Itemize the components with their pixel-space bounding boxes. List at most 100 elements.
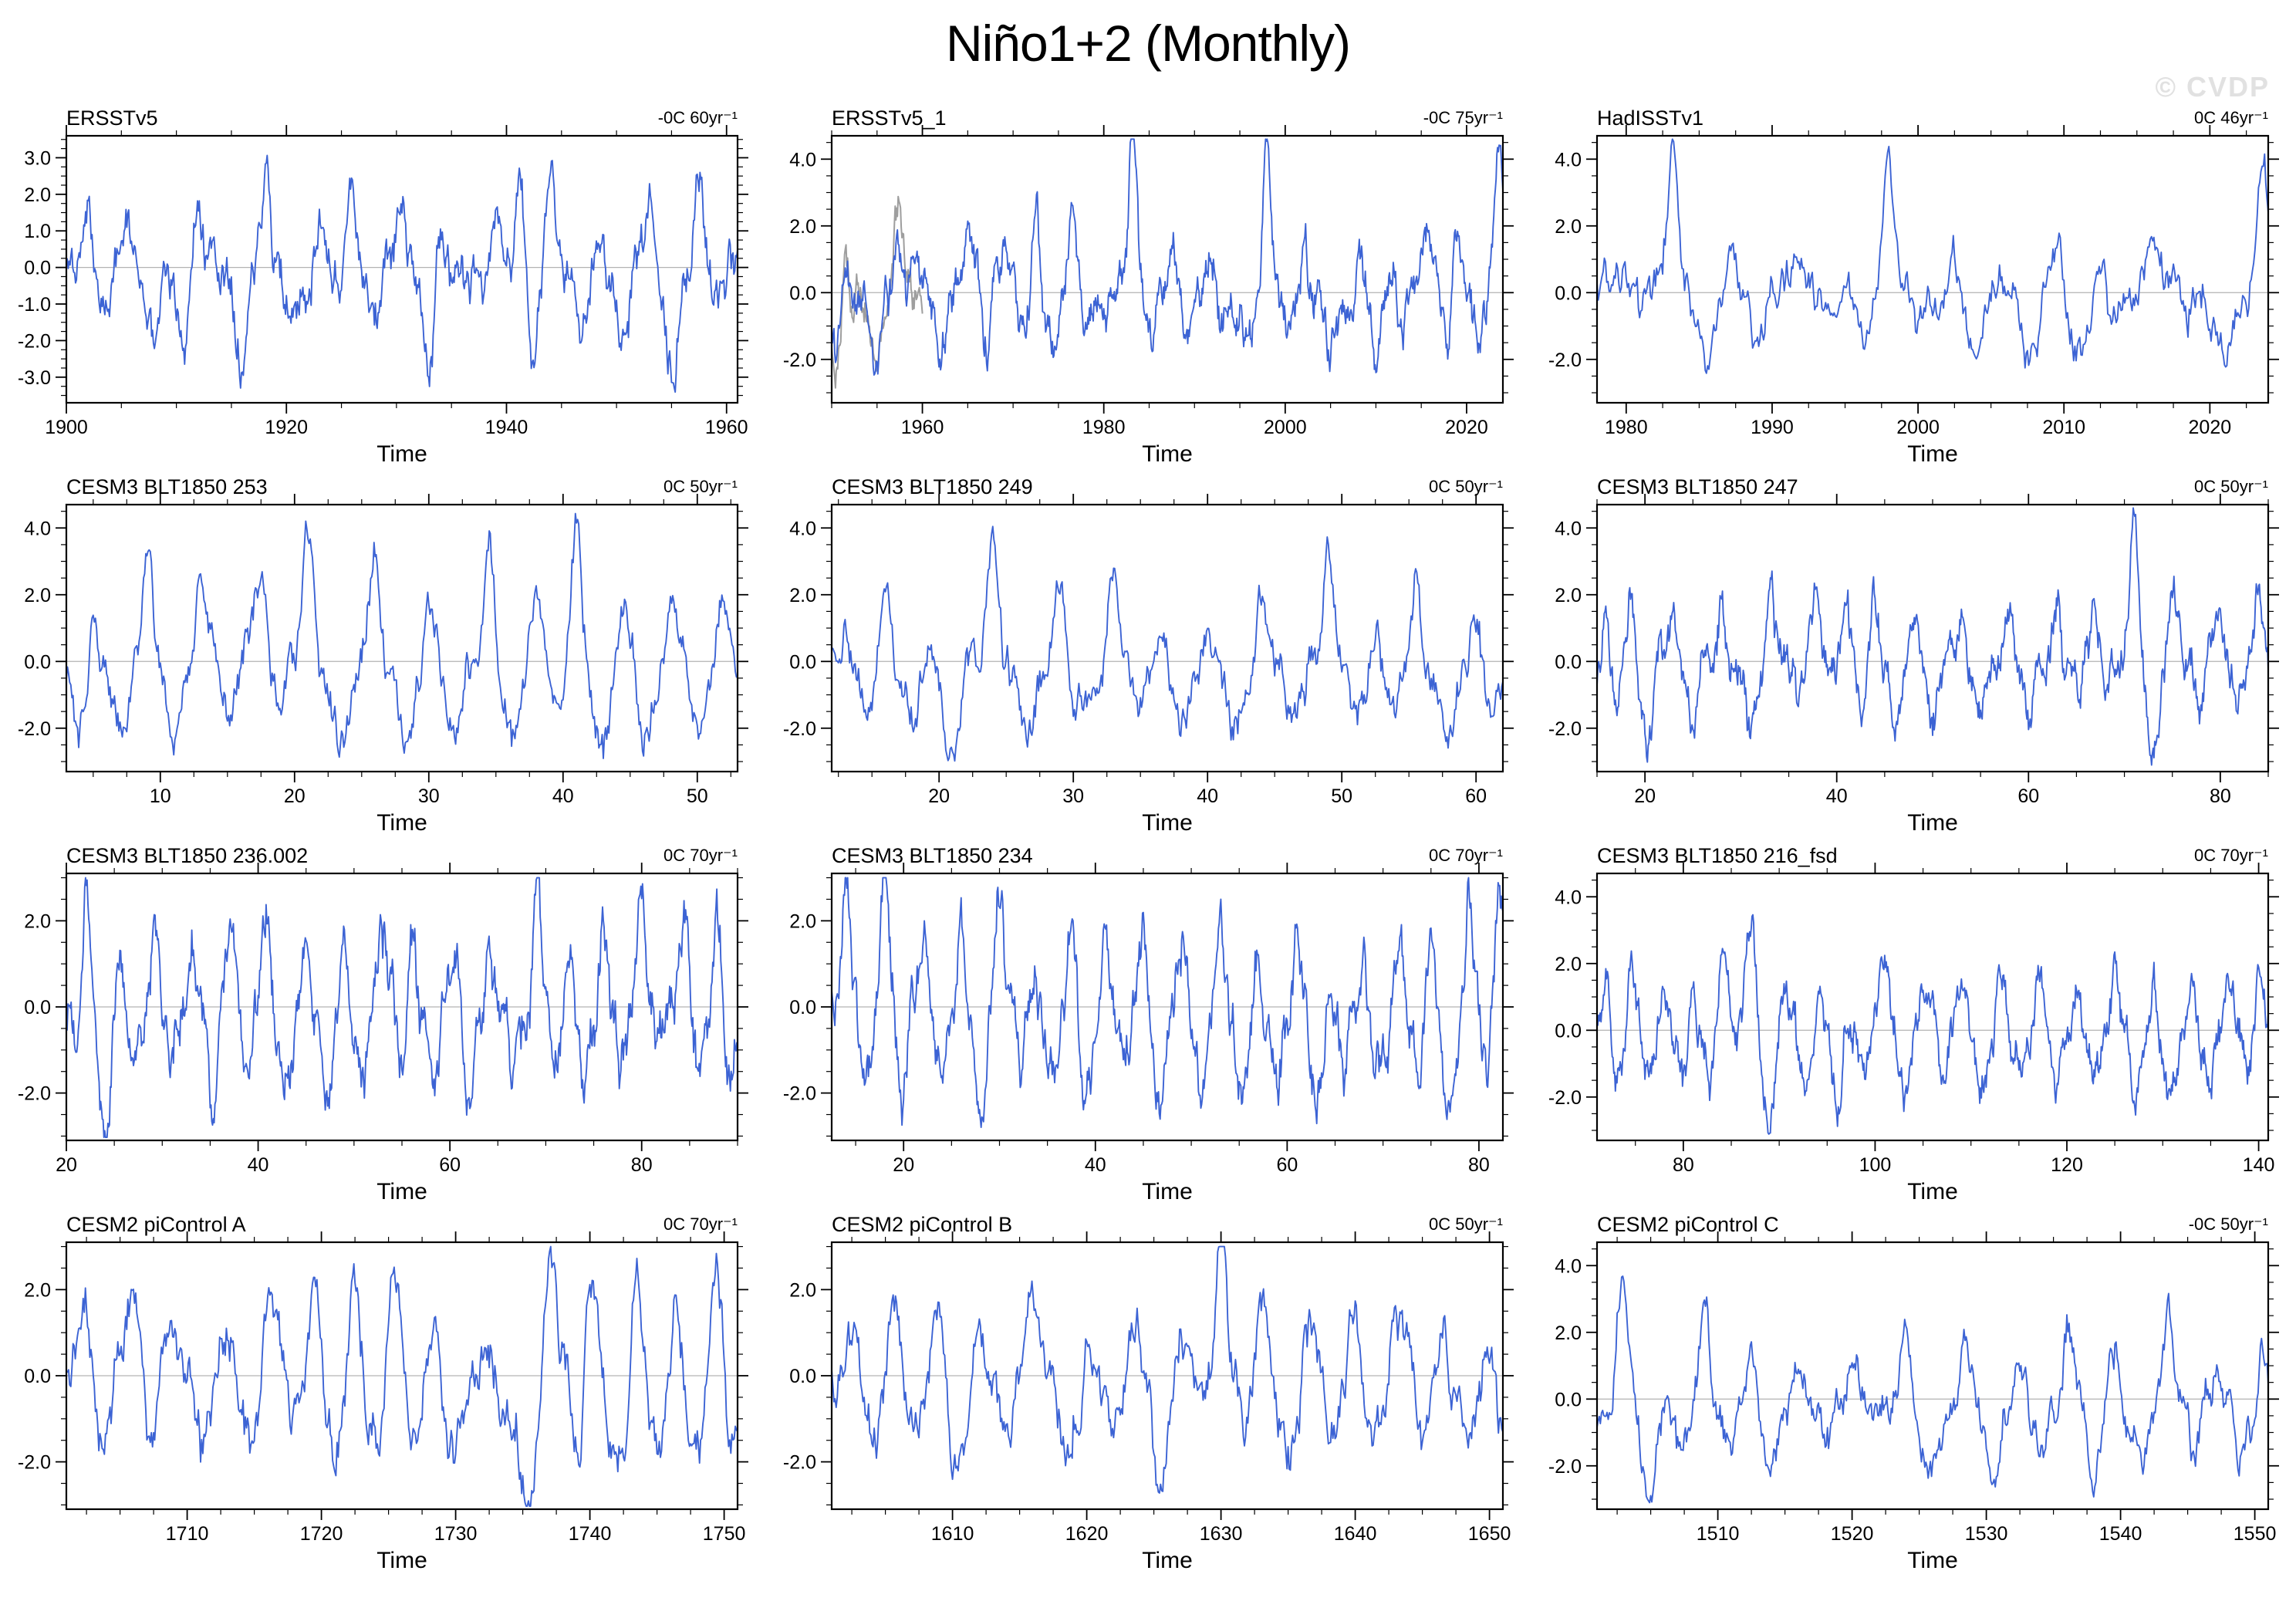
x-axis-title: Time	[1142, 441, 1193, 467]
x-tick-label: 1540	[2099, 1523, 2142, 1545]
y-tick-label: 2.0	[24, 1279, 51, 1301]
x-tick-label: 40	[1085, 1154, 1106, 1176]
panel-trend-label: 0C 70yr⁻¹	[1429, 846, 1503, 865]
y-tick-label: 0.0	[24, 258, 51, 279]
panel-trend-label: 0C 50yr⁻¹	[1429, 477, 1503, 496]
x-tick-label: 100	[1859, 1154, 1892, 1176]
series-line	[66, 1245, 738, 1508]
x-axis-title: Time	[376, 1179, 427, 1204]
series-line	[1596, 914, 2269, 1135]
x-tick-label: 1750	[703, 1523, 746, 1545]
y-tick-label: 2.0	[1555, 954, 1582, 975]
y-tick-label: 2.0	[789, 585, 816, 606]
panel-trend-label: -0C 75yr⁻¹	[1423, 108, 1503, 127]
y-tick-label: 2.0	[789, 910, 816, 932]
panel-cesm2-picontrol-a: 1710 1720 1730 1740 1750 -2.0 0.0 2.0 CESM2 piCo…	[0, 1205, 765, 1574]
x-tick-label: 1740	[569, 1523, 612, 1545]
y-tick-label: 4.0	[789, 518, 816, 539]
y-tick-label: 2.0	[24, 910, 51, 932]
x-tick-label: 1990	[1751, 417, 1794, 438]
panel-title: CESM3 BLT1850 236.002	[66, 844, 308, 867]
y-tick-label: 2.0	[789, 216, 816, 238]
y-tick-label: -2.0	[1548, 1087, 1582, 1109]
series-line	[66, 512, 738, 759]
panel-hadisstv1: 1980 1990 2000 2010 2020 -2.0 0.0 2.0 4.0 HadISST…	[1531, 99, 2296, 468]
y-tick-label: 4.0	[24, 518, 51, 539]
x-tick-label: 1900	[45, 417, 88, 438]
panel-title: ERSSTv5	[66, 106, 158, 130]
plot-frame	[830, 503, 1504, 773]
series-line	[1596, 138, 2269, 374]
x-tick-label: 60	[439, 1154, 461, 1176]
panel-cesm3-blt1850-236-002: 20 40 60 80 -2.0 0.0 2.0 CESM3 BLT1850 236.002 0…	[0, 836, 765, 1205]
y-tick-label: -3.0	[18, 367, 51, 389]
x-tick-label: 40	[248, 1154, 269, 1176]
x-tick-label: 40	[1197, 785, 1218, 807]
y-tick-label: 2.0	[789, 1279, 816, 1301]
panel-trend-label: 0C 70yr⁻¹	[663, 1214, 738, 1234]
x-tick-label: 50	[687, 785, 708, 807]
y-tick-label: -2.0	[783, 350, 816, 371]
panel-cesm3-blt1850-216-fsd: 80 100 120 140 -2.0 0.0 2.0 4.0 CESM3 BLT1850 21…	[1531, 836, 2296, 1205]
timeseries-plot: 20 30 40 50 60 -2.0 0.0 2.0 4.0 CESM3 BLT1850 249…	[783, 475, 1514, 836]
y-tick-label: 0.0	[1555, 282, 1582, 304]
y-tick-label: -2.0	[1548, 718, 1582, 740]
y-tick-label: -2.0	[783, 1452, 816, 1474]
panel-title: CESM3 BLT1850 234	[832, 844, 1033, 867]
y-tick-label: 2.0	[1555, 216, 1582, 238]
timeseries-plot: 10 20 30 40 50 -2.0 0.0 2.0 4.0 CESM3 BLT1850 253…	[18, 475, 748, 836]
plot-frame	[1595, 1241, 2270, 1511]
x-axis-title: Time	[1907, 441, 1958, 467]
panel-cesm3-blt1850-249: 20 30 40 50 60 -2.0 0.0 2.0 4.0 CESM3 BLT1850 249…	[765, 468, 1531, 836]
y-tick-label: -2.0	[18, 718, 51, 740]
timeseries-plot: 80 100 120 140 -2.0 0.0 2.0 4.0 CESM3 BLT1850 21…	[1548, 844, 2279, 1204]
x-tick-label: 40	[1826, 785, 1848, 807]
x-tick-label: 1960	[901, 417, 944, 438]
y-tick-label: 0.0	[789, 997, 816, 1018]
y-tick-label: 2.0	[24, 184, 51, 206]
y-tick-label: -2.0	[18, 1452, 51, 1474]
plot-frame	[1595, 872, 2270, 1142]
panel-title: CESM3 BLT1850 249	[832, 475, 1033, 498]
panel-title: CESM3 BLT1850 247	[1597, 475, 1798, 498]
x-axis-title: Time	[1907, 1548, 1958, 1573]
x-axis-title: Time	[1907, 1179, 1958, 1204]
x-axis-title: Time	[376, 441, 427, 467]
panel-ersstv5-1: 1960 1980 2000 2020 -2.0 0.0 2.0 4.0 ERSSTv5_1 -0…	[765, 99, 1531, 468]
y-tick-label: -2.0	[18, 330, 51, 352]
x-tick-label: 80	[631, 1154, 653, 1176]
panel-ersstv5: 1900 1920 1940 1960 -3.0 -2.0 -1.0 0.0 1.0 2.0 3.0…	[0, 99, 765, 468]
y-tick-label: 0.0	[789, 651, 816, 673]
x-tick-label: 1550	[2234, 1523, 2277, 1545]
y-tick-label: 3.0	[24, 147, 51, 169]
x-tick-label: 1730	[434, 1523, 478, 1545]
panel-trend-label: 0C 70yr⁻¹	[663, 846, 738, 865]
y-tick-label: 0.0	[1555, 1389, 1582, 1410]
x-tick-label: 20	[928, 785, 950, 807]
y-tick-label: 0.0	[24, 651, 51, 673]
panel-trend-label: 0C 46yr⁻¹	[2194, 108, 2268, 127]
timeseries-plot: 20 40 60 80 -2.0 0.0 2.0 CESM3 BLT1850 236.002 0…	[18, 844, 748, 1204]
panel-title: ERSSTv5_1	[832, 106, 947, 130]
y-tick-label: 0.0	[789, 282, 816, 304]
x-tick-label: 30	[1062, 785, 1084, 807]
timeseries-plot: 1610 1620 1630 1640 1650 -2.0 0.0 2.0 CESM2 piCo…	[783, 1213, 1514, 1573]
series-line	[1596, 1275, 2269, 1504]
x-tick-label: 40	[552, 785, 574, 807]
panel-trend-label: 0C 50yr⁻¹	[663, 477, 738, 496]
x-tick-label: 1640	[1334, 1523, 1377, 1545]
panel-cesm2-picontrol-b: 1610 1620 1630 1640 1650 -2.0 0.0 2.0 CESM2 piCo…	[765, 1205, 1531, 1574]
x-tick-label: 1530	[1965, 1523, 2008, 1545]
x-tick-label: 80	[1673, 1154, 1694, 1176]
y-tick-label: 4.0	[1555, 887, 1582, 908]
x-tick-label: 1520	[1831, 1523, 1874, 1545]
y-tick-label: 0.0	[24, 1366, 51, 1387]
x-tick-label: 20	[284, 785, 306, 807]
timeseries-plot: 1980 1990 2000 2010 2020 -2.0 0.0 2.0 4.0 HadISST…	[1548, 106, 2279, 467]
series-line	[831, 877, 1504, 1129]
y-tick-label: -1.0	[18, 294, 51, 316]
x-tick-label: 60	[1276, 1154, 1298, 1176]
x-axis-title: Time	[1142, 1548, 1193, 1573]
x-tick-label: 1650	[1468, 1523, 1511, 1545]
x-tick-label: 1960	[705, 417, 748, 438]
